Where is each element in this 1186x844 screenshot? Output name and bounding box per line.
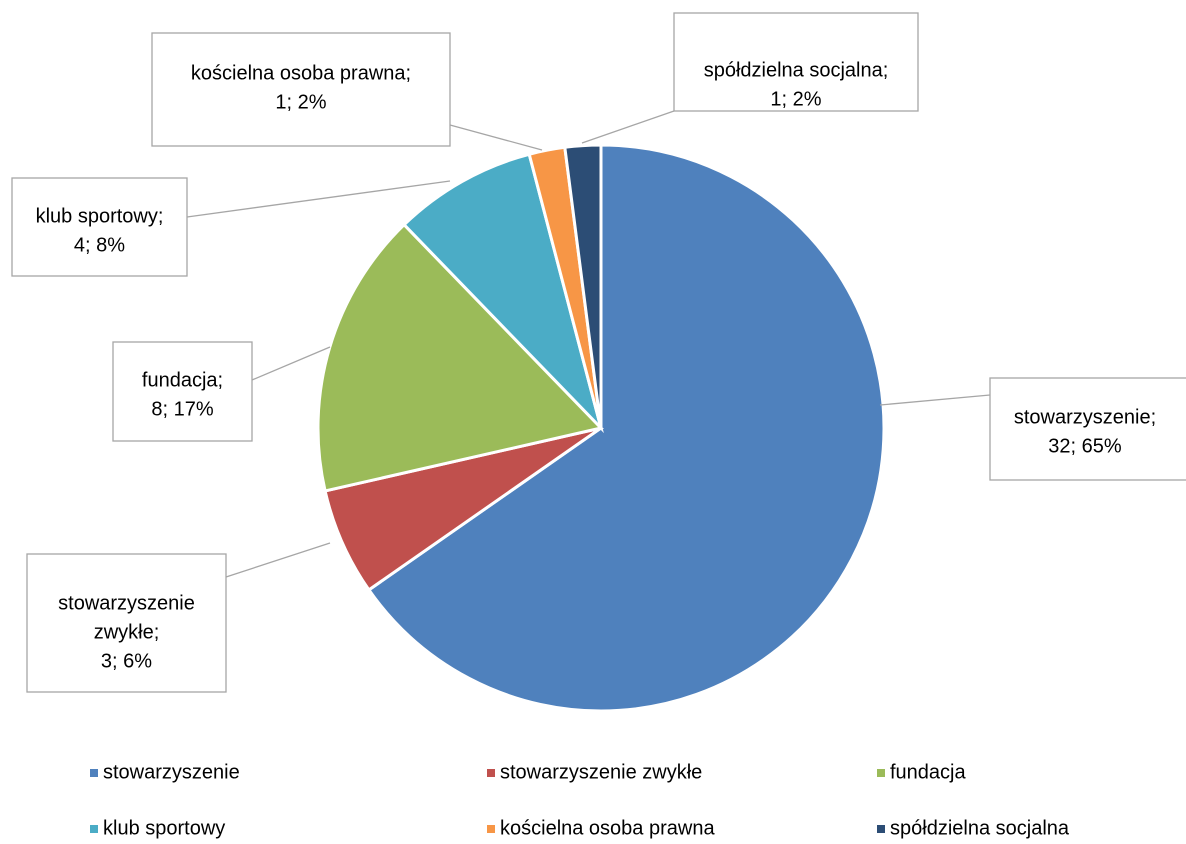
legend-label: stowarzyszenie [103, 761, 240, 783]
legend-label: kościelna osoba prawna [500, 817, 715, 839]
data-label: fundacja; [142, 369, 223, 391]
label-box [151, 32, 451, 147]
legend-swatch [487, 769, 495, 777]
legend-label: klub sportowy [103, 817, 225, 839]
leader-line [449, 124, 543, 151]
legend-swatch [487, 825, 495, 833]
data-label: klub sportowy; [36, 205, 164, 227]
data-label: 3; 6% [101, 650, 152, 672]
legend-swatch [877, 769, 885, 777]
legend-swatch [90, 825, 98, 833]
data-label: spółdzielna socjalna; [704, 59, 889, 81]
label-box [26, 553, 227, 693]
pie-slice [366, 143, 886, 713]
pie-slice [563, 143, 603, 429]
leader-line [581, 110, 675, 144]
leader-line [186, 180, 451, 218]
legend-label: stowarzyszenie zwykłe [500, 761, 702, 783]
data-label: stowarzyszenie; [1014, 406, 1156, 428]
label-box [673, 12, 919, 112]
data-label: 32; 65% [1048, 435, 1122, 457]
data-label: kościelna osoba prawna; [191, 62, 411, 84]
legend-swatch [90, 769, 98, 777]
legend-label: spółdzielna socjalna [890, 817, 1070, 839]
label-box [989, 377, 1186, 481]
label-box [11, 177, 188, 277]
data-label: 4; 8% [74, 234, 125, 256]
legend-label: fundacja [890, 761, 966, 783]
data-label: 8; 17% [151, 398, 213, 420]
data-label: zwykłe; [94, 621, 160, 643]
label-box [112, 341, 253, 442]
leader-line [251, 346, 331, 381]
leader-line [879, 394, 991, 406]
data-label: 1; 2% [770, 88, 821, 110]
data-label: 1; 2% [275, 91, 326, 113]
legend-swatch [877, 825, 885, 833]
leader-line [225, 542, 331, 578]
pie-slice [402, 152, 604, 434]
data-label: stowarzyszenie [58, 592, 195, 614]
